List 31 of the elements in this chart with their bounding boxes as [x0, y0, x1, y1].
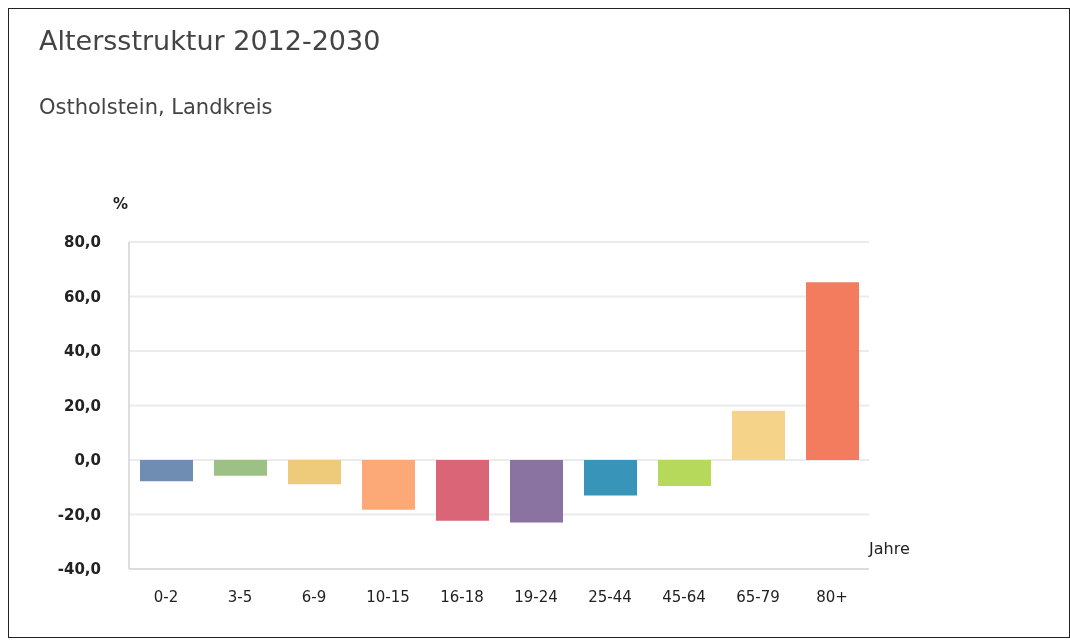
bar	[140, 460, 193, 482]
x-tick-label: 16-18	[440, 587, 484, 606]
chart-subtitle: Ostholstein, Landkreis	[39, 95, 273, 119]
y-axis-title: %	[113, 195, 129, 213]
bar	[214, 460, 267, 476]
bar	[362, 460, 415, 510]
x-tick-label: 65-79	[736, 587, 780, 606]
x-tick-label: 3-5	[227, 587, 253, 606]
x-tick-label: 10-15	[366, 587, 410, 606]
x-tick-label: 19-24	[514, 587, 558, 606]
y-tick-label: 0,0	[74, 451, 101, 470]
y-tick-label: -20,0	[57, 505, 101, 524]
bar	[806, 282, 859, 460]
x-tick-label: 6-9	[301, 587, 327, 606]
y-tick-label: -40,0	[57, 560, 101, 579]
x-tick-label: 45-64	[662, 587, 706, 606]
x-tick-label: 80+	[816, 587, 848, 606]
bar	[288, 460, 341, 485]
y-tick-label: 80,0	[63, 233, 101, 252]
bar	[584, 460, 637, 496]
bar	[658, 460, 711, 486]
x-tick-label: 25-44	[588, 587, 632, 606]
y-tick-label: 40,0	[63, 342, 101, 361]
y-tick-label: 60,0	[63, 287, 101, 306]
x-axis-title: Jahre	[869, 539, 910, 558]
bar	[436, 460, 489, 521]
y-tick-label: 20,0	[63, 396, 101, 415]
chart-title: Altersstruktur 2012-2030	[39, 25, 381, 56]
bar	[510, 460, 563, 523]
bar	[732, 410, 785, 460]
x-tick-label: 0-2	[153, 587, 179, 606]
